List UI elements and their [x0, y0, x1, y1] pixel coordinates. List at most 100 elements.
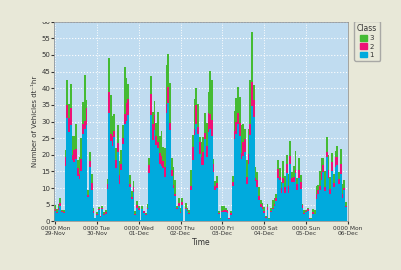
Bar [167, 103, 169, 221]
Bar [179, 212, 181, 213]
Bar [164, 148, 165, 167]
Bar [172, 167, 174, 185]
Bar [73, 150, 75, 162]
Bar [342, 180, 344, 188]
Bar [245, 184, 247, 221]
Bar [257, 200, 259, 221]
Bar [169, 123, 170, 130]
Bar [231, 185, 233, 221]
Bar [79, 179, 80, 221]
Bar [315, 199, 316, 221]
Bar [230, 214, 231, 221]
Bar [139, 220, 141, 221]
Bar [108, 113, 110, 221]
Bar [108, 58, 110, 92]
Bar [91, 174, 92, 183]
Bar [143, 213, 144, 221]
Bar [132, 191, 134, 221]
Bar [298, 178, 299, 221]
Bar [63, 212, 65, 213]
Bar [271, 209, 273, 221]
Bar [325, 157, 327, 221]
Bar [339, 164, 341, 174]
Bar [225, 208, 226, 210]
Bar [322, 165, 324, 172]
Bar [285, 173, 287, 221]
Bar [184, 202, 186, 208]
Bar [251, 82, 252, 106]
Bar [341, 194, 342, 198]
Bar [165, 113, 167, 221]
Bar [261, 209, 263, 221]
Bar [170, 170, 172, 176]
Bar [96, 214, 97, 215]
Bar [141, 210, 143, 221]
Bar [82, 134, 84, 221]
Bar [249, 80, 251, 124]
Bar [127, 115, 129, 221]
Bar [325, 151, 327, 157]
Bar [316, 185, 318, 190]
Bar [294, 170, 296, 173]
Bar [178, 203, 179, 205]
Bar [196, 104, 198, 127]
Bar [329, 177, 330, 190]
Bar [325, 137, 327, 151]
Bar [287, 174, 289, 186]
Bar [84, 75, 85, 121]
Bar [150, 94, 152, 116]
Bar [164, 167, 165, 177]
Bar [261, 207, 263, 209]
Bar [138, 210, 139, 221]
Bar [181, 198, 183, 202]
Bar [235, 134, 237, 221]
Bar [195, 88, 196, 104]
Bar [58, 208, 59, 210]
Bar [105, 212, 106, 214]
Bar [214, 190, 216, 221]
Bar [290, 183, 292, 221]
Bar [190, 187, 191, 190]
Bar [226, 213, 228, 221]
Bar [111, 116, 113, 136]
Bar [330, 171, 332, 221]
Bar [266, 210, 268, 221]
Bar [148, 158, 150, 165]
Bar [303, 214, 304, 221]
Bar [315, 185, 316, 194]
Bar [77, 176, 79, 221]
Bar [209, 114, 211, 129]
Bar [311, 214, 313, 221]
Bar [126, 103, 127, 121]
Bar [268, 218, 269, 219]
Bar [101, 205, 103, 208]
Bar [337, 172, 339, 179]
Bar [176, 206, 178, 208]
Bar [191, 160, 193, 221]
Bar [282, 178, 284, 183]
Bar [144, 214, 146, 215]
Bar [217, 213, 219, 214]
Bar [70, 125, 71, 221]
Bar [65, 157, 66, 166]
Bar [226, 211, 228, 213]
Bar [294, 151, 296, 170]
Bar [238, 123, 240, 136]
Bar [304, 212, 306, 221]
Bar [252, 117, 254, 221]
Bar [153, 130, 155, 221]
Bar [164, 177, 165, 221]
Bar [118, 176, 120, 184]
Bar [207, 113, 209, 133]
Bar [141, 206, 143, 208]
Bar [160, 166, 162, 221]
Bar [290, 172, 292, 178]
Bar [99, 217, 101, 221]
Bar [71, 160, 73, 221]
Bar [158, 136, 160, 153]
Bar [136, 208, 138, 221]
Legend: 3, 2, 1: 3, 2, 1 [353, 21, 379, 61]
Bar [209, 71, 211, 114]
Bar [127, 99, 129, 115]
Bar [131, 197, 132, 199]
